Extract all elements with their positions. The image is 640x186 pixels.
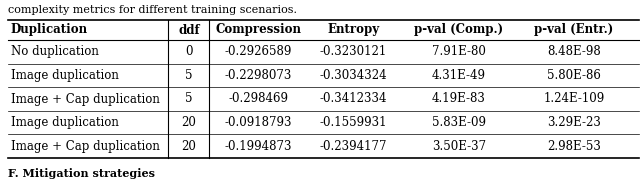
- Text: 5: 5: [186, 69, 193, 82]
- Text: -0.298469: -0.298469: [228, 92, 289, 105]
- Text: 20: 20: [182, 140, 196, 153]
- Text: -0.1994873: -0.1994873: [225, 140, 292, 153]
- Text: 3.29E-23: 3.29E-23: [547, 116, 601, 129]
- Text: 4.19E-83: 4.19E-83: [432, 92, 486, 105]
- Text: -0.1559931: -0.1559931: [319, 116, 387, 129]
- Text: Entropy: Entropy: [327, 23, 380, 36]
- Text: No duplication: No duplication: [11, 45, 99, 58]
- Text: 1.24E-109: 1.24E-109: [543, 92, 605, 105]
- Text: 3.50E-37: 3.50E-37: [432, 140, 486, 153]
- Text: p-val (Entr.): p-val (Entr.): [534, 23, 614, 36]
- Text: F. Mitigation strategies: F. Mitigation strategies: [8, 168, 155, 179]
- Text: Compression: Compression: [216, 23, 301, 36]
- Text: Image duplication: Image duplication: [11, 69, 118, 82]
- Text: 8.48E-98: 8.48E-98: [547, 45, 601, 58]
- Text: Image + Cap duplication: Image + Cap duplication: [11, 92, 159, 105]
- Text: -0.3230121: -0.3230121: [319, 45, 387, 58]
- Text: -0.2394177: -0.2394177: [319, 140, 387, 153]
- Text: -0.2926589: -0.2926589: [225, 45, 292, 58]
- Text: -0.0918793: -0.0918793: [225, 116, 292, 129]
- Text: 0: 0: [186, 45, 193, 58]
- Text: 5: 5: [186, 92, 193, 105]
- Text: 2.98E-53: 2.98E-53: [547, 140, 601, 153]
- Text: 5.80E-86: 5.80E-86: [547, 69, 601, 82]
- Text: 5.83E-09: 5.83E-09: [432, 116, 486, 129]
- Text: 4.31E-49: 4.31E-49: [432, 69, 486, 82]
- Text: -0.2298073: -0.2298073: [225, 69, 292, 82]
- Text: Duplication: Duplication: [11, 23, 88, 36]
- Text: p-val (Comp.): p-val (Comp.): [414, 23, 504, 36]
- Text: Image + Cap duplication: Image + Cap duplication: [11, 140, 159, 153]
- Text: -0.3412334: -0.3412334: [319, 92, 387, 105]
- Text: complexity metrics for different training scenarios.: complexity metrics for different trainin…: [8, 5, 297, 15]
- Text: ddf: ddf: [179, 23, 200, 36]
- Text: 7.91E-80: 7.91E-80: [432, 45, 486, 58]
- Text: Image duplication: Image duplication: [11, 116, 118, 129]
- Text: -0.3034324: -0.3034324: [319, 69, 387, 82]
- Text: 20: 20: [182, 116, 196, 129]
